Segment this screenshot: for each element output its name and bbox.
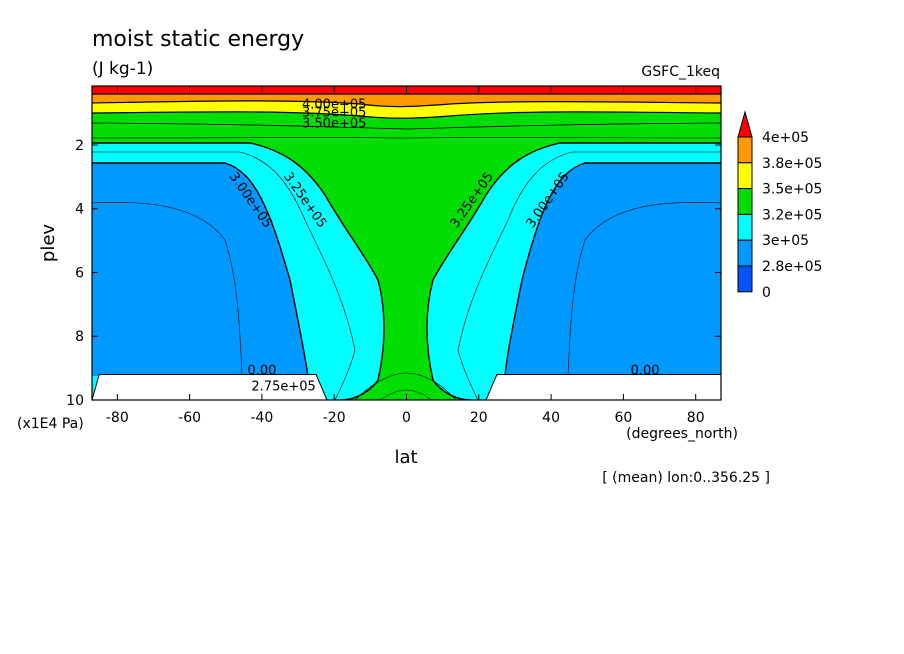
x-tick-label: -60 [178,410,201,426]
chart-title: moist static energy [92,27,304,52]
colorbar-swatch [737,213,753,241]
contour-fill-area [92,86,721,400]
averaging-note: [ (mean) lon:0..356.25 ] [602,470,770,486]
x-tick-label: 40 [542,410,560,426]
contour-label: 0.00 [247,363,276,378]
colorbar-label: 4e+05 [762,130,809,146]
colorbar-label: 3.8e+05 [762,156,822,172]
colorbar-swatch [737,188,753,215]
y-tick-label: 2 [75,138,84,154]
fill-level-2.8e5-right [505,163,721,376]
colorbar-swatch [737,162,753,190]
x-tick-label: 60 [614,410,632,426]
x-axis-units: (degrees_north) [626,426,738,442]
colorbar-label: 3e+05 [762,233,809,249]
contour-lines [92,93,721,400]
terrain-mask-left [92,374,328,400]
y-tick-label: 6 [75,265,84,281]
colorbar-label: 0 [762,285,771,301]
fill-level-3.8e5 [92,94,721,107]
colorbar-swatch [737,265,753,293]
x-tick-label: -80 [106,410,129,426]
y-axis-ticks: 2 4 6 8 10 [66,138,721,409]
colorbar: 4e+05 3.8e+05 3.5e+05 3.2e+05 3e+05 2.8e+05 0 [737,110,822,301]
colorbar-label: 3.2e+05 [762,207,822,223]
y-axis-units: (x1E4 Pa) [17,416,84,432]
fill-level-3.5e5 [92,100,721,119]
contour-label: 2.75e+05 [251,379,315,394]
colorbar-swatch [737,136,753,164]
x-tick-label: -40 [250,410,273,426]
fill-level-2.8e5-left [92,163,308,376]
terrain-mask-right [485,374,721,400]
chart-units: (J kg-1) [92,59,153,79]
contour-label: 0.00 [631,363,660,378]
x-tick-label: -20 [323,410,346,426]
model-label: GSFC_1keq [641,64,720,80]
x-tick-label: 20 [470,410,488,426]
x-axis-label: lat [394,447,417,468]
contour-label: 3.75e+05 [302,105,366,120]
y-axis-label: plev [38,224,59,263]
colorbar-label: 2.8e+05 [762,259,822,275]
colorbar-swatch [737,239,753,267]
contour-label: 4.00e+05 [302,97,366,112]
y-tick-label: 8 [75,329,84,345]
x-axis-ticks: -80 -60 -40 -20 0 20 40 60 80 [106,86,705,426]
x-tick-label: 0 [402,410,411,426]
colorbar-arrow [737,110,753,138]
x-tick-label: 80 [687,410,705,426]
y-tick-label: 10 [66,393,84,409]
contour-label: 3.50e+05 [302,116,366,131]
y-tick-label: 4 [75,202,84,218]
colorbar-label: 3.5e+05 [762,182,822,198]
